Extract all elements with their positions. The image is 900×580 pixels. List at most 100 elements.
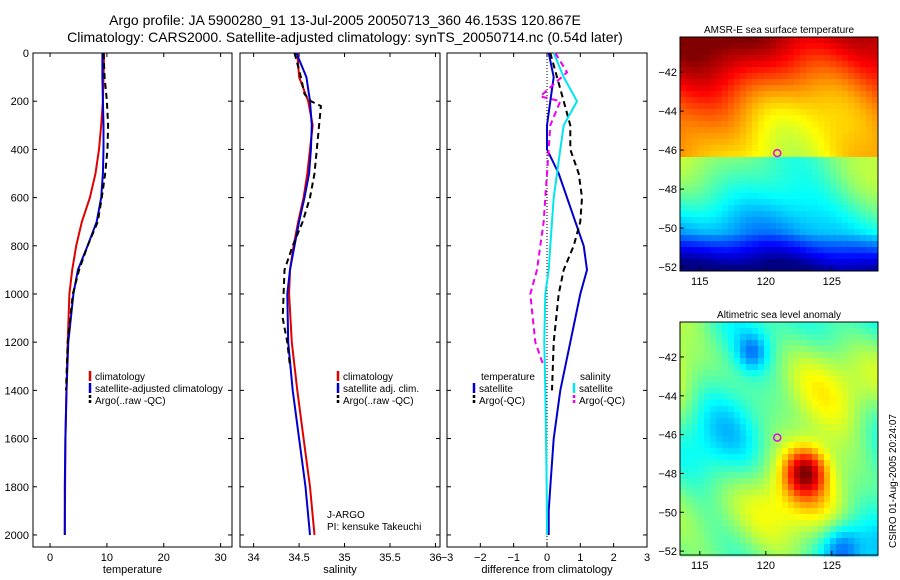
map-cell bbox=[812, 91, 819, 98]
map-cell bbox=[812, 133, 819, 140]
map-cell bbox=[824, 49, 831, 56]
map-cell bbox=[788, 259, 795, 266]
map-cell bbox=[812, 169, 819, 176]
map-cell bbox=[740, 253, 747, 260]
map-cell bbox=[872, 217, 879, 224]
map-cell bbox=[722, 514, 729, 521]
map-cell bbox=[800, 211, 807, 218]
map-cell bbox=[794, 484, 801, 491]
map-cell bbox=[806, 460, 813, 467]
map-cell bbox=[866, 37, 873, 44]
map-cell bbox=[854, 67, 861, 74]
y-tick-label: 800 bbox=[11, 241, 29, 253]
map-cell bbox=[698, 490, 705, 497]
map-cell bbox=[800, 145, 807, 152]
map-cell bbox=[692, 544, 699, 551]
map-cell bbox=[752, 67, 759, 74]
map-cell bbox=[734, 61, 741, 68]
map-cell bbox=[716, 193, 723, 200]
map-cell bbox=[716, 187, 723, 194]
map-cell bbox=[806, 364, 813, 371]
map-cell bbox=[758, 91, 765, 98]
map-cell bbox=[704, 205, 711, 212]
map-cell bbox=[686, 322, 693, 329]
map-cell bbox=[734, 127, 741, 134]
map-cell bbox=[806, 424, 813, 431]
map-cell bbox=[854, 73, 861, 80]
map-cell bbox=[746, 442, 753, 449]
map-cell bbox=[764, 79, 771, 86]
map-cell bbox=[788, 217, 795, 224]
map-cell bbox=[824, 322, 831, 329]
map-cell bbox=[806, 472, 813, 479]
map-cell bbox=[728, 436, 735, 443]
map-cell bbox=[710, 205, 717, 212]
map-cell bbox=[686, 133, 693, 140]
map-cell bbox=[788, 400, 795, 407]
map-cell bbox=[824, 508, 831, 515]
map-cell bbox=[824, 85, 831, 92]
map-cell bbox=[806, 340, 813, 347]
map-cell bbox=[830, 121, 837, 128]
map-cell bbox=[854, 205, 861, 212]
map-cell bbox=[818, 229, 825, 236]
map-cell bbox=[686, 526, 693, 533]
map-cell bbox=[746, 490, 753, 497]
map-cell bbox=[770, 472, 777, 479]
map-cell bbox=[788, 181, 795, 188]
map-cell bbox=[848, 85, 855, 92]
map-cell bbox=[770, 235, 777, 242]
map-cell bbox=[740, 382, 747, 389]
map-cell bbox=[824, 37, 831, 44]
map-cell bbox=[698, 193, 705, 200]
map-cell bbox=[806, 61, 813, 68]
map-cell bbox=[818, 133, 825, 140]
map-cell bbox=[854, 496, 861, 503]
map-cell bbox=[680, 151, 687, 158]
map-cell bbox=[746, 544, 753, 551]
map-cell bbox=[872, 490, 879, 497]
map-cell bbox=[776, 388, 783, 395]
map-cell bbox=[746, 478, 753, 485]
map-cell bbox=[806, 466, 813, 473]
map-cell bbox=[770, 175, 777, 182]
map-cell bbox=[782, 526, 789, 533]
map-cell bbox=[692, 223, 699, 230]
map-cell bbox=[746, 139, 753, 146]
map-cell bbox=[740, 67, 747, 74]
map-cell bbox=[800, 79, 807, 86]
map-cell bbox=[842, 163, 849, 170]
map-cell bbox=[776, 484, 783, 491]
map-cell bbox=[776, 79, 783, 86]
map-cell bbox=[854, 193, 861, 200]
map-cell bbox=[818, 241, 825, 248]
map-cell bbox=[818, 175, 825, 182]
series-line-argo-raw-qc- bbox=[281, 52, 322, 367]
map-cell bbox=[770, 91, 777, 98]
map-cell bbox=[854, 55, 861, 62]
map-cell bbox=[764, 187, 771, 194]
map-cell bbox=[842, 340, 849, 347]
map-cell bbox=[836, 430, 843, 437]
map-cell bbox=[710, 394, 717, 401]
map-cell bbox=[776, 43, 783, 50]
map-cell bbox=[740, 139, 747, 146]
map-cell bbox=[752, 235, 759, 242]
map-cell bbox=[818, 400, 825, 407]
map-cell bbox=[848, 514, 855, 521]
map-cell bbox=[830, 520, 837, 527]
map-cell bbox=[860, 247, 867, 254]
map-cell bbox=[746, 145, 753, 152]
map-cell bbox=[704, 163, 711, 170]
map-cell bbox=[698, 121, 705, 128]
map-cell bbox=[776, 370, 783, 377]
map-cell bbox=[872, 508, 879, 515]
map-cell bbox=[740, 37, 747, 44]
map-cell bbox=[872, 538, 879, 545]
map-cell bbox=[830, 235, 837, 242]
map-cell bbox=[776, 358, 783, 365]
map-cell bbox=[782, 496, 789, 503]
map-cell bbox=[746, 127, 753, 134]
map-cell bbox=[746, 91, 753, 98]
map-cell bbox=[764, 430, 771, 437]
